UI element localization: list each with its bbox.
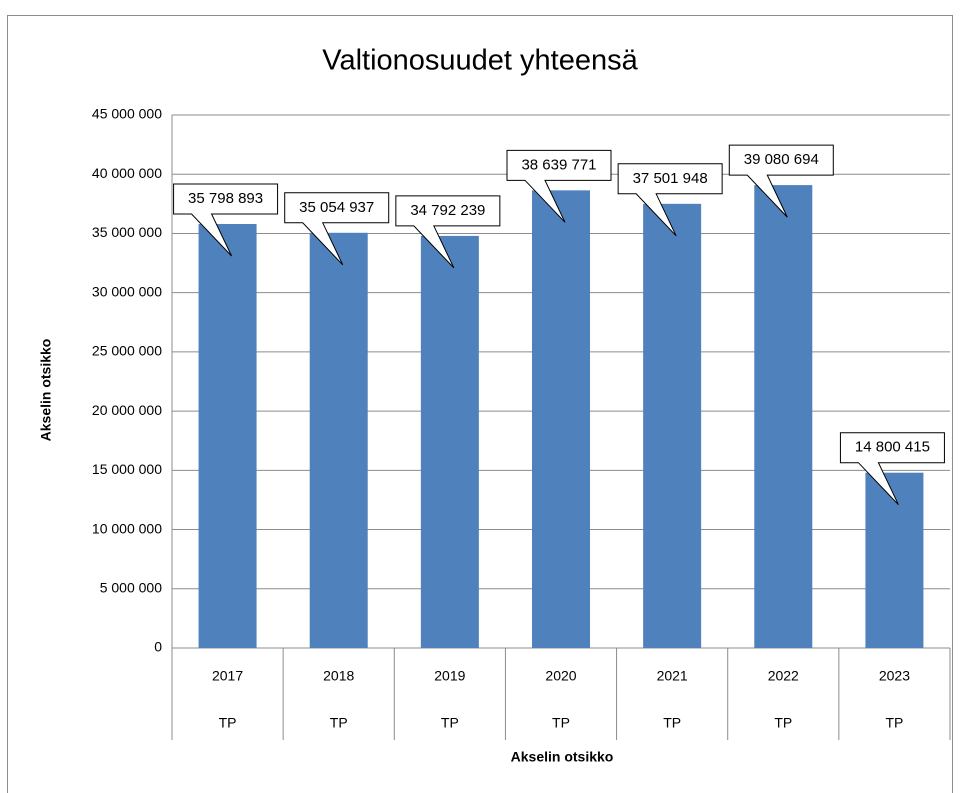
x-tick-label: 2021 [657, 668, 688, 684]
x-subcategory-label: TP [219, 715, 237, 731]
x-subcategory-label: TP [330, 715, 348, 731]
x-subcategory-label: TP [663, 715, 681, 731]
bar [643, 203, 702, 649]
bar [309, 232, 368, 648]
x-tick-label: 2018 [323, 668, 354, 684]
bar [198, 223, 257, 648]
x-tick-label: 2022 [768, 668, 799, 684]
data-label: 39 080 694 [744, 151, 819, 168]
callout-box [839, 432, 945, 506]
y-tick-label: 45 000 000 [92, 106, 162, 122]
data-label: 35 798 893 [188, 190, 263, 207]
bar [532, 190, 590, 648]
y-tick-label: 5 000 000 [100, 579, 162, 595]
bar [865, 472, 924, 648]
y-tick-label: 40 000 000 [92, 165, 162, 181]
callout-box [617, 163, 723, 237]
y-tick-label: 25 000 000 [92, 343, 162, 359]
y-tick-label: 15 000 000 [92, 461, 162, 477]
y-tick-label: 20 000 000 [92, 402, 162, 418]
y-tick-label: 0 [154, 639, 162, 655]
x-axis-title: Akselin otsikko [511, 749, 614, 765]
y-tick-label: 30 000 000 [92, 283, 162, 299]
x-subcategory-label: TP [774, 715, 792, 731]
data-label: 37 501 948 [633, 170, 708, 187]
x-tick-label: 2023 [879, 668, 910, 684]
y-tick-label: 10 000 000 [92, 520, 162, 536]
bar [420, 235, 479, 648]
callout-box [284, 192, 390, 266]
data-label: 14 800 415 [855, 439, 930, 456]
data-label: 35 054 937 [299, 199, 374, 216]
x-subcategory-label: TP [552, 715, 570, 731]
x-tick-label: 2017 [212, 668, 243, 684]
data-label: 34 792 239 [410, 202, 485, 219]
x-tick-label: 2020 [545, 668, 576, 684]
data-label: 38 639 771 [521, 156, 596, 173]
chart-title: Valtionosuudet yhteensä [322, 45, 638, 77]
y-tick-label: 35 000 000 [92, 224, 162, 240]
x-tick-label: 2019 [434, 668, 465, 684]
callout-box [728, 144, 834, 218]
y-axis-title: Akselin otsikko [38, 339, 54, 442]
x-subcategory-label: TP [441, 715, 459, 731]
callout-box [173, 183, 279, 257]
callout-box [506, 149, 612, 223]
bar [754, 185, 813, 648]
x-subcategory-label: TP [885, 715, 903, 731]
callout-box [395, 195, 501, 269]
